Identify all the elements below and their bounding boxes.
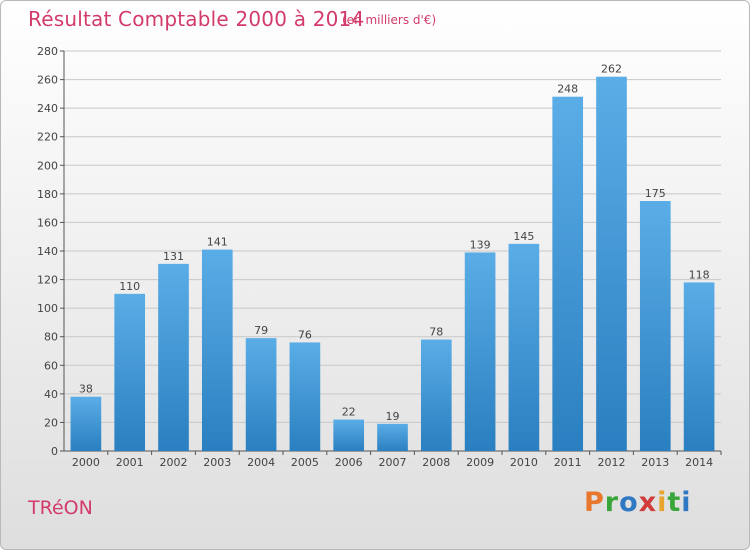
- x-tick-label: 2004: [247, 456, 275, 469]
- y-tick-label: 160: [37, 216, 58, 229]
- y-tick-label: 0: [51, 445, 58, 458]
- bar-value-label: 131: [163, 250, 184, 263]
- x-tick-label: 2008: [422, 456, 450, 469]
- y-tick-label: 180: [37, 188, 58, 201]
- bar-value-label: 79: [254, 324, 268, 337]
- logo-letter: i: [681, 487, 692, 518]
- y-tick-label: 40: [44, 388, 58, 401]
- logo-letter: t: [667, 487, 682, 518]
- x-tick-label: 2003: [203, 456, 231, 469]
- logo-letter: x: [638, 487, 658, 518]
- y-tick-label: 260: [37, 74, 58, 87]
- bar-value-label: 141: [207, 236, 228, 249]
- x-tick-label: 2001: [116, 456, 144, 469]
- logo-letter: i: [657, 487, 668, 518]
- chart-title: Résultat Comptable 2000 à 2014: [28, 7, 365, 31]
- x-tick-label: 2012: [598, 456, 626, 469]
- commune-name: TRéON: [28, 497, 93, 519]
- x-tick-label: 2011: [554, 456, 582, 469]
- bar: [289, 342, 321, 451]
- logo-letter: r: [604, 487, 620, 518]
- x-tick-label: 2007: [379, 456, 407, 469]
- x-tick-label: 2000: [72, 456, 100, 469]
- bar-value-label: 38: [79, 383, 93, 396]
- bar: [464, 252, 496, 451]
- logo-letter: o: [619, 487, 639, 518]
- bar: [639, 201, 671, 451]
- bar: [333, 419, 365, 451]
- y-tick-label: 200: [37, 159, 58, 172]
- y-tick-label: 120: [37, 274, 58, 287]
- x-tick-label: 2005: [291, 456, 319, 469]
- bar-value-label: 262: [601, 63, 622, 76]
- labels-layer: 38 110 131 141 79 76 22 19 78 139 145 248 262 175 118: [79, 63, 710, 423]
- bar-value-label: 22: [342, 406, 356, 419]
- bar: [201, 249, 233, 451]
- bar-value-label: 248: [557, 83, 578, 96]
- proxiti-logo: Proxiti: [584, 487, 692, 518]
- bar-value-label: 118: [689, 268, 710, 281]
- y-tick-label: 240: [37, 102, 58, 115]
- bar-value-label: 78: [429, 326, 443, 339]
- bar: [552, 96, 584, 451]
- bar-value-label: 76: [298, 328, 312, 341]
- bar: [508, 243, 540, 451]
- y-tick-label: 20: [44, 416, 58, 429]
- bar-value-label: 145: [513, 230, 534, 243]
- x-tick-label: 2013: [641, 456, 669, 469]
- x-tick-label: 2002: [160, 456, 188, 469]
- y-tick-label: 100: [37, 302, 58, 315]
- bar-value-label: 110: [119, 280, 140, 293]
- y-tick-label: 60: [44, 359, 58, 372]
- logo-letter: P: [584, 487, 605, 518]
- bar-value-label: 175: [645, 187, 666, 200]
- bar: [683, 282, 715, 451]
- bar: [114, 293, 146, 451]
- x-tick-label: 2014: [685, 456, 713, 469]
- x-tick-label: 2009: [466, 456, 494, 469]
- bar: [70, 396, 102, 451]
- chart-subtitle: (en milliers d'€): [342, 13, 437, 27]
- bar: [377, 423, 408, 451]
- bar: [596, 76, 627, 451]
- bar-value-label: 139: [470, 238, 491, 251]
- y-tick-label: 220: [37, 131, 58, 144]
- y-tick-label: 80: [44, 331, 58, 344]
- x-tick-label: 2010: [510, 456, 538, 469]
- x-tick-label: 2006: [335, 456, 363, 469]
- bar: [420, 339, 452, 451]
- y-tick-label: 280: [37, 45, 58, 58]
- bar-value-label: 19: [386, 410, 400, 423]
- y-tick-label: 140: [37, 245, 58, 258]
- bar: [158, 263, 189, 451]
- bars-layer: [70, 76, 715, 451]
- bar: [245, 338, 277, 451]
